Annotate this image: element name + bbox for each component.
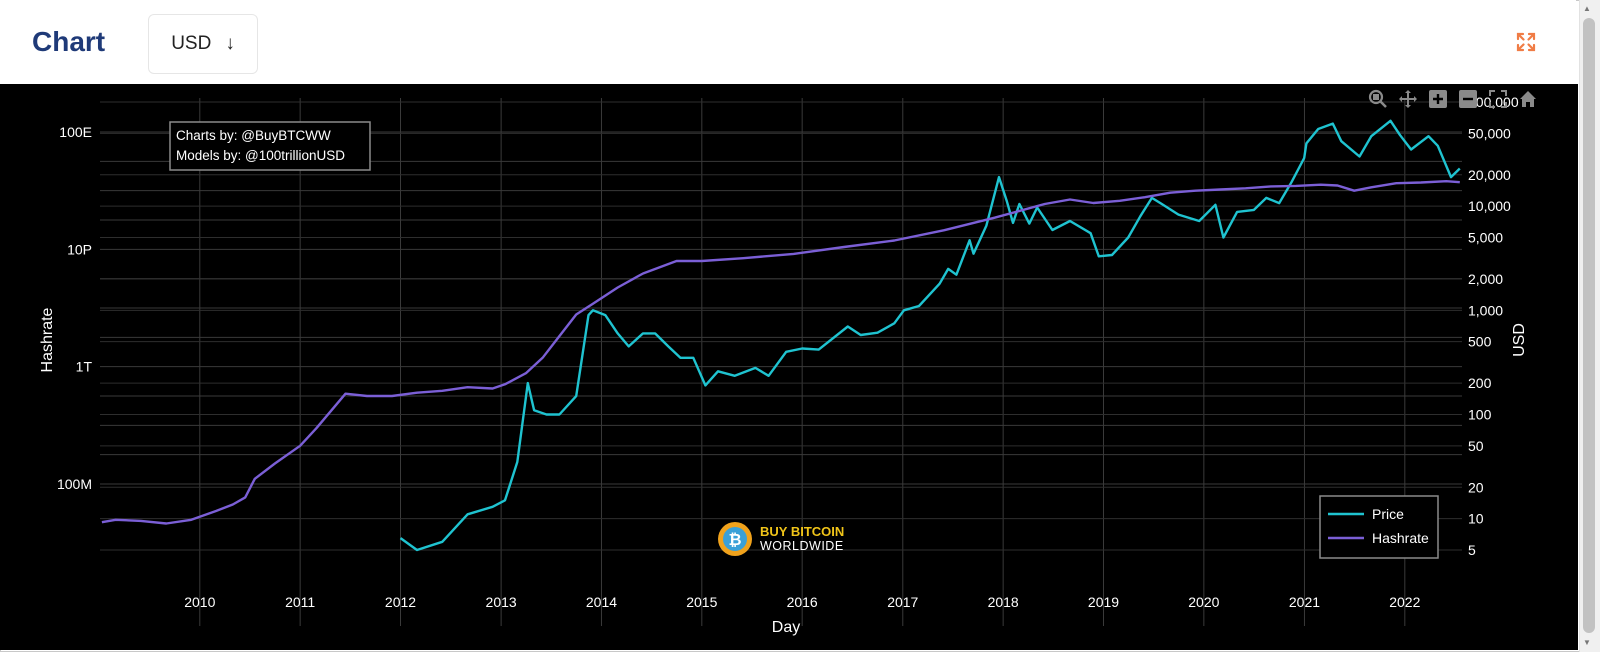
right-tick-label: 50 bbox=[1468, 438, 1484, 454]
chart-plot[interactable]: 2010 2011 2012 2013 2014 2015 2016 2017 2018 2019… bbox=[0, 84, 1578, 650]
x-axis-title: Day bbox=[772, 619, 800, 636]
annotation-line-1: Charts by: @BuyBTCWW bbox=[176, 128, 331, 143]
x-tick-label: 2020 bbox=[1188, 594, 1219, 610]
x-tick-label: 2014 bbox=[586, 594, 617, 610]
x-tick-label: 2018 bbox=[988, 594, 1019, 610]
right-tick-label: 5 bbox=[1468, 542, 1476, 558]
right-tick-label: 5,000 bbox=[1468, 230, 1503, 246]
legend-box bbox=[1319, 495, 1439, 559]
pan-icon[interactable] bbox=[1396, 88, 1420, 110]
autoscale-icon[interactable] bbox=[1486, 88, 1510, 110]
annotation-line-2: Models by: @100trillionUSD bbox=[176, 148, 345, 163]
right-tick-label: 20 bbox=[1468, 479, 1484, 495]
x-tick-label: 2015 bbox=[686, 594, 717, 610]
right-tick-label: 10 bbox=[1468, 511, 1484, 527]
left-tick-label: 100E bbox=[59, 124, 92, 140]
x-tick-label: 2016 bbox=[787, 594, 818, 610]
right-tick-label: 50,000 bbox=[1468, 125, 1511, 141]
watermark-line-2: WORLDWIDE bbox=[760, 539, 844, 553]
expand-icon[interactable] bbox=[1515, 31, 1537, 53]
legend-label-hashrate: Hashrate bbox=[1372, 530, 1429, 546]
scroll-down-arrow-icon[interactable]: ▼ bbox=[1583, 638, 1591, 647]
gridlines bbox=[100, 98, 1462, 626]
annotation-border bbox=[169, 121, 371, 171]
x-tick-label: 2017 bbox=[887, 594, 918, 610]
x-tick-label: 2021 bbox=[1289, 594, 1320, 610]
zoom-icon[interactable] bbox=[1366, 88, 1390, 110]
currency-dropdown-button[interactable]: USD ↓ bbox=[148, 14, 258, 74]
arrow-down-icon: ↓ bbox=[225, 33, 235, 54]
left-tick-label: 100M bbox=[57, 476, 92, 492]
page-title: Chart bbox=[32, 26, 106, 57]
right-tick-label: 200 bbox=[1468, 375, 1492, 391]
series-line-price bbox=[399, 119, 1461, 552]
legend: Price Hashrate bbox=[1319, 495, 1439, 559]
x-tick-label: 2013 bbox=[486, 594, 517, 610]
right-tick-label: 100 bbox=[1468, 406, 1492, 422]
bitcoin-logo-globe bbox=[723, 527, 747, 551]
x-tick-label: 2012 bbox=[385, 594, 416, 610]
chart-modebar bbox=[1366, 88, 1540, 110]
series-line-hashrate bbox=[101, 179, 1460, 525]
zoom-in-icon[interactable] bbox=[1426, 88, 1450, 110]
scroll-up-arrow-icon[interactable]: ▲ bbox=[1583, 4, 1591, 13]
x-tick-label: 2022 bbox=[1389, 594, 1420, 610]
right-tick-label: 500 bbox=[1468, 334, 1492, 350]
watermark-line-1: BUY BITCOIN bbox=[760, 524, 844, 539]
left-tick-label: 1T bbox=[76, 359, 93, 375]
x-tick-label: 2011 bbox=[285, 594, 315, 610]
scrollbar-thumb[interactable] bbox=[1583, 18, 1595, 633]
currency-label: USD bbox=[171, 33, 212, 54]
annotation-box: Charts by: @BuyBTCWW Models by: @100trill… bbox=[169, 121, 371, 171]
chart-header: Chart USD ↓ bbox=[0, 0, 1576, 84]
legend-label-price: Price bbox=[1372, 506, 1404, 522]
right-tick-label: 20,000 bbox=[1468, 167, 1511, 183]
x-tick-label: 2010 bbox=[184, 594, 215, 610]
reset-home-icon[interactable] bbox=[1516, 88, 1540, 110]
right-tick-label: 1,000 bbox=[1468, 302, 1503, 318]
right-tick-label: 10,000 bbox=[1468, 198, 1511, 214]
right-tick-label: 2,000 bbox=[1468, 271, 1503, 287]
bitcoin-symbol: ₿ bbox=[728, 530, 741, 549]
x-tick-label: 2019 bbox=[1088, 594, 1119, 610]
left-tick-label: 10P bbox=[67, 241, 92, 257]
right-axis-title: USD bbox=[1511, 323, 1528, 357]
zoom-out-icon[interactable] bbox=[1456, 88, 1480, 110]
chart-area[interactable]: 2010 2011 2012 2013 2014 2015 2016 2017 2018 2019… bbox=[0, 84, 1578, 650]
left-axis-title: Hashrate bbox=[39, 307, 56, 372]
